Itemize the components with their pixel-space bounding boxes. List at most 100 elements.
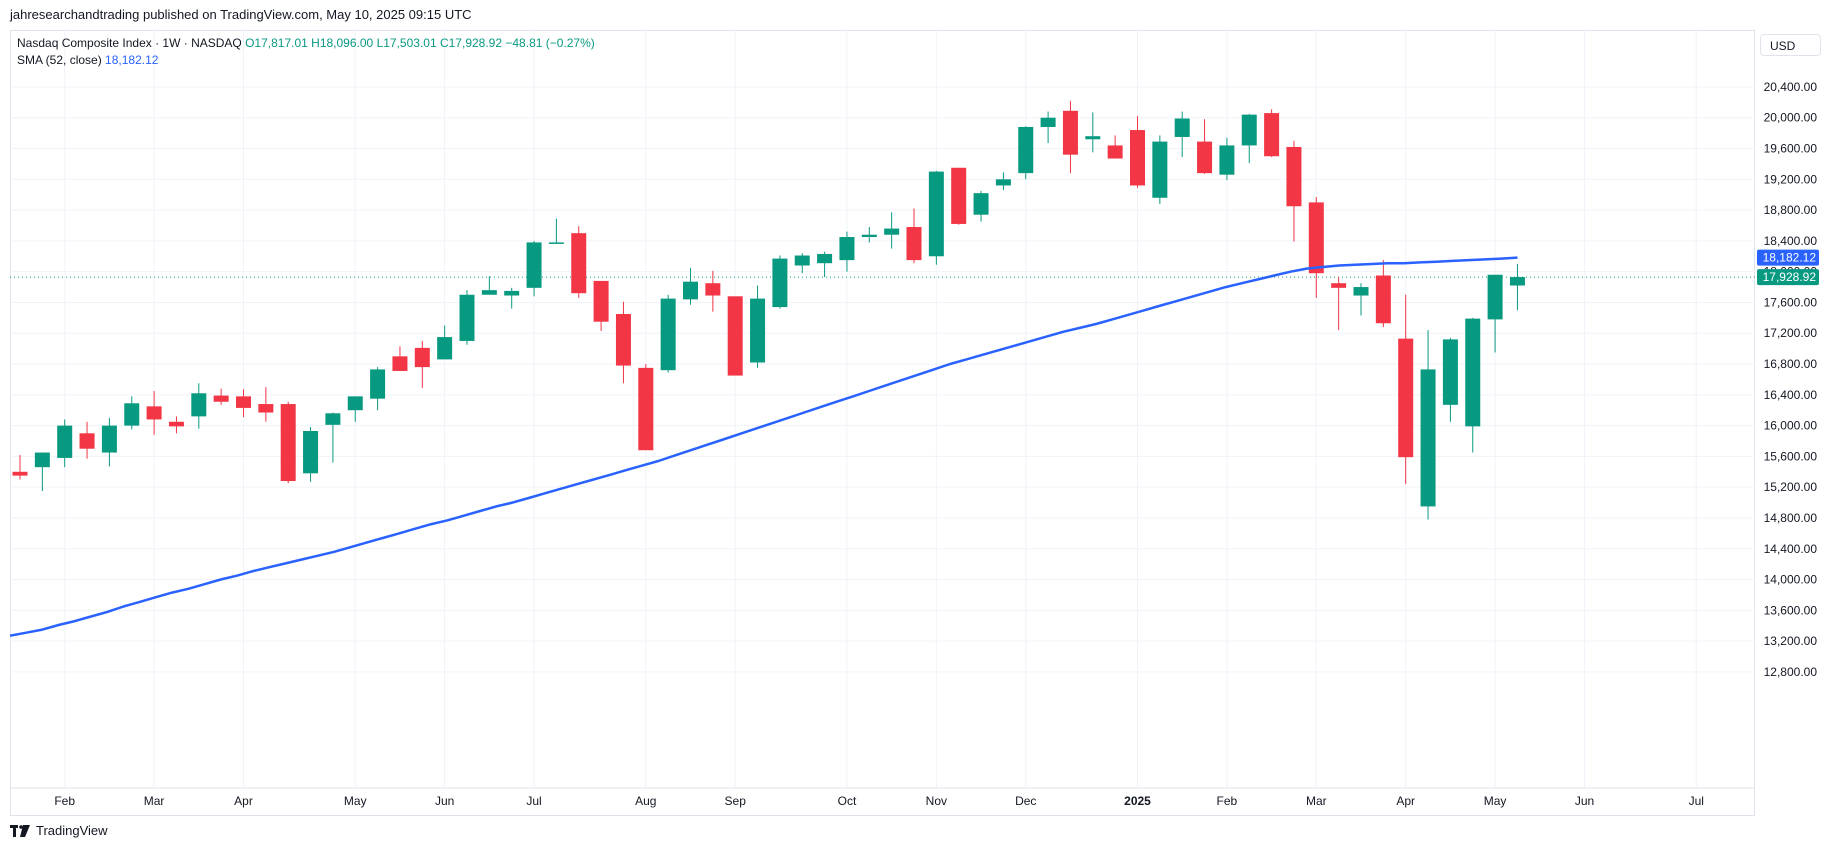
candle-up[interactable] <box>504 290 520 296</box>
candle-down[interactable] <box>146 406 162 420</box>
candle-up[interactable] <box>1420 369 1436 507</box>
candle-up[interactable] <box>1152 141 1168 198</box>
sma-price-label: 18,182.12 <box>1763 251 1817 265</box>
sma-line[interactable] <box>9 256 1518 637</box>
candle-up[interactable] <box>1487 274 1503 320</box>
candle-down[interactable] <box>571 233 587 294</box>
candle-up[interactable] <box>794 255 810 266</box>
candle-up[interactable] <box>34 452 50 468</box>
x-tick-label: Sep <box>725 794 747 808</box>
candle-down[interactable] <box>258 404 274 413</box>
candle-up[interactable] <box>928 171 944 257</box>
candle-down[interactable] <box>1264 113 1280 157</box>
symbol-label[interactable]: Nasdaq Composite Index · 1W · NASDAQ <box>17 36 242 50</box>
x-tick-label: Aug <box>635 794 656 808</box>
candle-up[interactable] <box>459 294 475 341</box>
candle-down[interactable] <box>1197 141 1213 174</box>
candle-up[interactable] <box>660 298 676 371</box>
x-tick-label: Jul <box>526 794 541 808</box>
sma-value: 18,182.12 <box>105 53 159 67</box>
y-tick-label: 12,800.00 <box>1764 665 1818 679</box>
candle-up[interactable] <box>481 290 497 295</box>
candle-down[interactable] <box>727 296 743 376</box>
candle-up[interactable] <box>101 425 117 453</box>
low-value: L17,503.01 <box>376 36 437 50</box>
candle-up[interactable] <box>191 393 207 417</box>
last-price-label-bg <box>1757 269 1819 286</box>
candle-down[interactable] <box>951 167 967 224</box>
candle-up[interactable] <box>995 179 1011 186</box>
candle-up[interactable] <box>325 413 341 425</box>
candle-up[interactable] <box>884 228 900 235</box>
candle-up[interactable] <box>57 425 73 458</box>
candle-up[interactable] <box>1219 145 1235 175</box>
candle-up[interactable] <box>1442 339 1458 405</box>
candle-down[interactable] <box>12 471 28 476</box>
candle-down[interactable] <box>79 433 95 449</box>
y-tick-label: 17,200.00 <box>1764 326 1818 340</box>
header-bar: jahresearchandtrading published on Tradi… <box>0 0 1835 30</box>
candle-down[interactable] <box>593 280 609 322</box>
candle-up[interactable] <box>370 369 386 399</box>
candle-up[interactable] <box>1018 126 1034 174</box>
candle-up[interactable] <box>772 258 788 308</box>
candle-up[interactable] <box>526 242 542 288</box>
candle-down[interactable] <box>705 283 721 296</box>
sma-label[interactable]: SMA (52, close) <box>17 53 102 67</box>
y-tick-label: 14,800.00 <box>1764 511 1818 525</box>
candle-up[interactable] <box>750 298 766 363</box>
y-tick-label: 16,800.00 <box>1764 357 1818 371</box>
legend-ohlc-row: Nasdaq Composite Index · 1W · NASDAQ O17… <box>17 35 595 52</box>
candle-up[interactable] <box>347 396 363 411</box>
candle-down[interactable] <box>1286 146 1302 207</box>
candle-up[interactable] <box>303 430 319 474</box>
candle-up[interactable] <box>1353 287 1369 296</box>
candle-up[interactable] <box>1465 318 1481 427</box>
candle-up[interactable] <box>1174 118 1190 137</box>
candle-down[interactable] <box>168 421 184 427</box>
candle-down[interactable] <box>638 367 654 451</box>
candle-up[interactable] <box>1509 277 1525 286</box>
candle-up[interactable] <box>1085 136 1101 140</box>
candle-down[interactable] <box>236 396 251 408</box>
candle-down[interactable] <box>1308 202 1324 274</box>
x-tick-label: Feb <box>1217 794 1238 808</box>
chart-pane[interactable] <box>10 30 1755 816</box>
candle-up[interactable] <box>683 281 698 300</box>
candle-down[interactable] <box>1375 275 1391 324</box>
candle-up[interactable] <box>817 253 833 264</box>
high-value: H18,096.00 <box>311 36 374 50</box>
candle-down[interactable] <box>906 227 922 261</box>
x-tick-label: Jun <box>435 794 454 808</box>
candle-up[interactable] <box>548 242 564 244</box>
candle-down[interactable] <box>1062 110 1078 155</box>
candle-down[interactable] <box>392 356 408 371</box>
chart-legend: Nasdaq Composite Index · 1W · NASDAQ O17… <box>17 35 595 69</box>
candle-up[interactable] <box>124 403 140 426</box>
candle-down[interactable] <box>1130 130 1145 186</box>
y-tick-label: 13,600.00 <box>1764 603 1818 617</box>
x-tick-label: Jun <box>1575 794 1594 808</box>
x-tick-label: 2025 <box>1124 794 1151 808</box>
close-value: C17,928.92 <box>439 36 503 50</box>
candle-down[interactable] <box>1107 145 1123 159</box>
candle-down[interactable] <box>1398 338 1414 458</box>
candle-up[interactable] <box>861 234 877 238</box>
candle-down[interactable] <box>615 314 631 366</box>
candle-up[interactable] <box>839 237 855 261</box>
y-tick-label: 17,600.00 <box>1764 295 1818 309</box>
candle-up[interactable] <box>973 193 989 215</box>
candle-down[interactable] <box>1331 283 1347 288</box>
candle-down[interactable] <box>213 395 229 402</box>
x-tick-label: Apr <box>234 794 253 808</box>
currency-button[interactable]: USD <box>1760 34 1821 56</box>
x-tick-label: Mar <box>1306 794 1327 808</box>
candle-up[interactable] <box>437 337 453 360</box>
candle-down[interactable] <box>414 347 430 368</box>
candle-up[interactable] <box>1040 117 1056 127</box>
candle-up[interactable] <box>1241 114 1257 146</box>
candle-down[interactable] <box>280 404 296 482</box>
footer-brand[interactable]: TradingView <box>36 823 108 838</box>
x-tick-label: Apr <box>1396 794 1415 808</box>
